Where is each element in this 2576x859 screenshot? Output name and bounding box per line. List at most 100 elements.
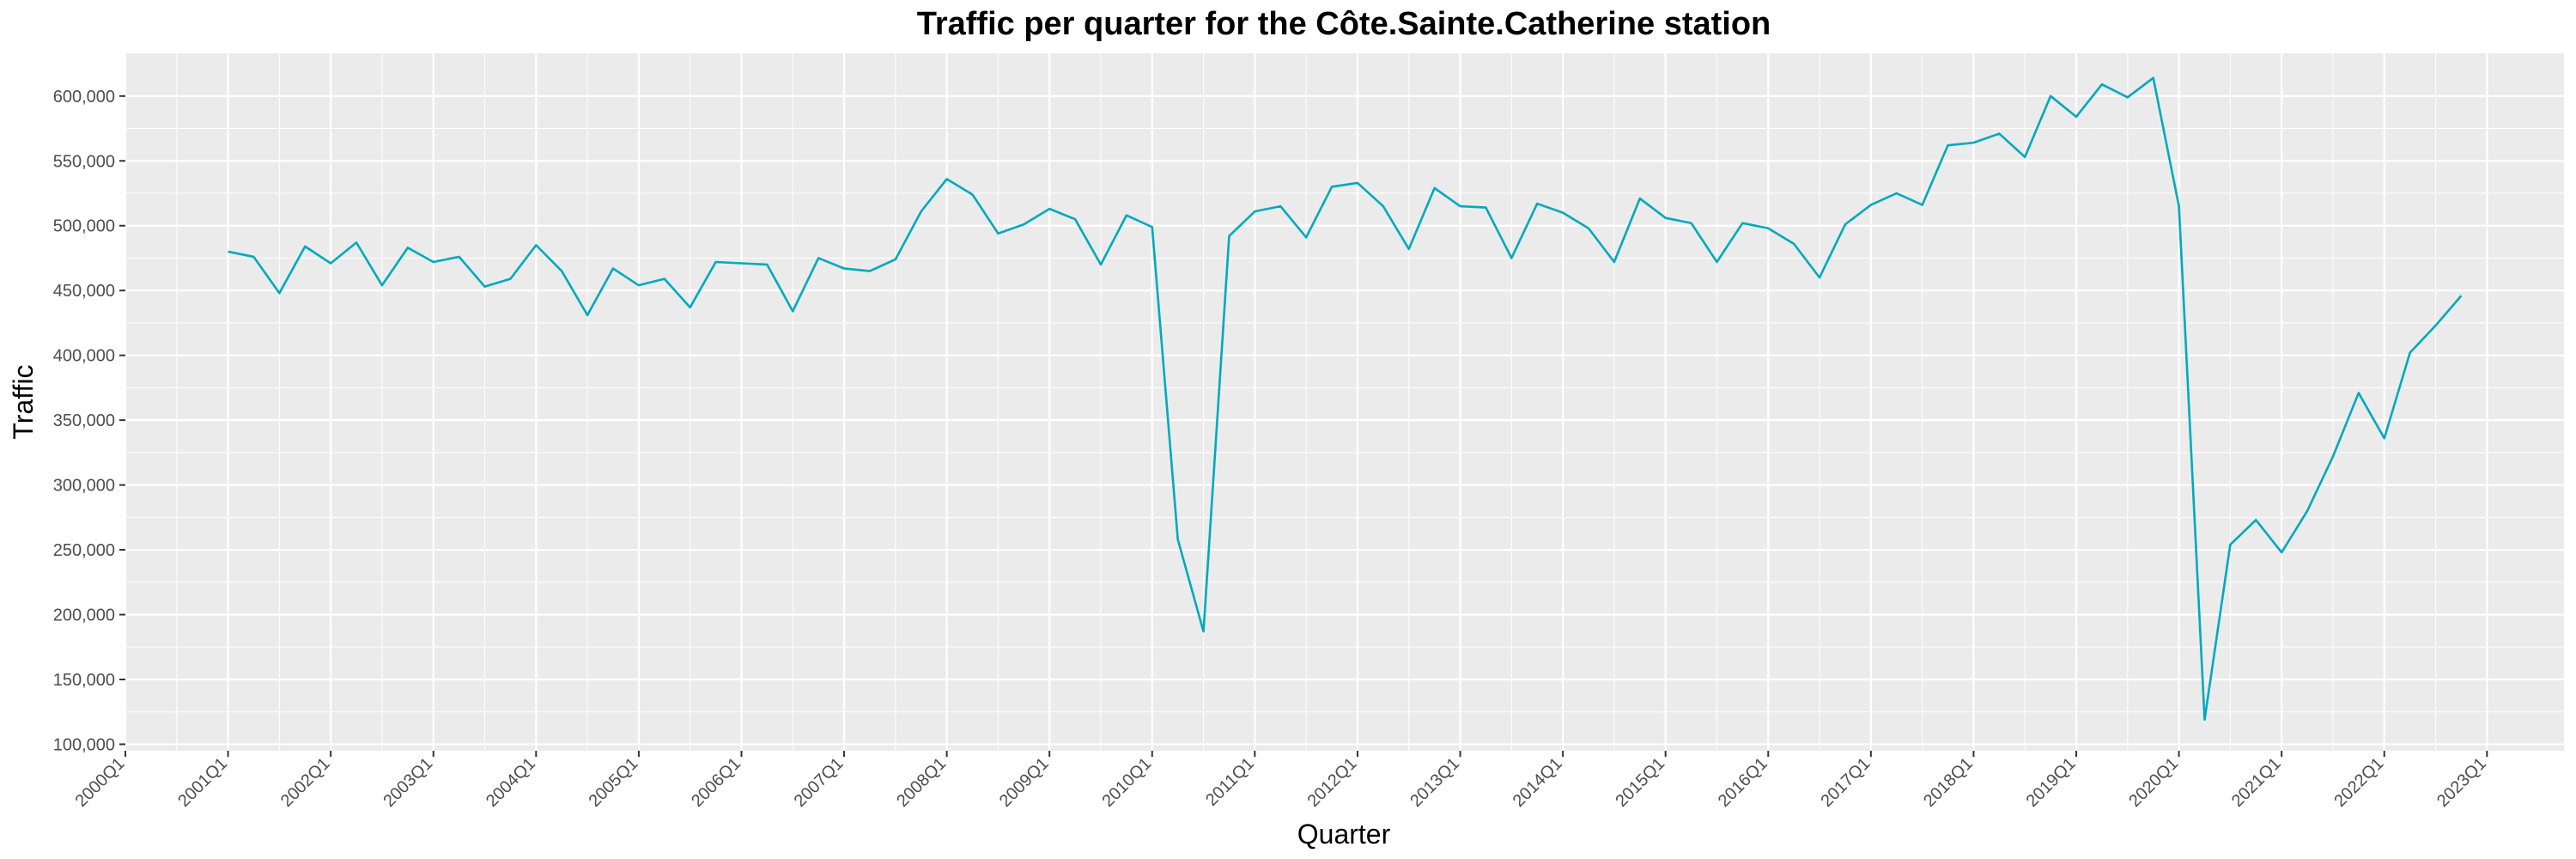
x-tick-label: 2010Q1 [1098, 754, 1155, 811]
data-point [638, 284, 641, 287]
data-point [432, 261, 434, 264]
x-tick-label: 2021Q1 [2228, 754, 2285, 811]
data-point [2332, 455, 2335, 458]
data-point [2126, 96, 2129, 99]
data-point [1151, 226, 1153, 228]
data-point [1741, 222, 1744, 224]
data-point [663, 277, 665, 280]
y-axis: 100,000 150,000 200,000 250,000 300,000 350,0… [53, 88, 125, 754]
data-point [1562, 211, 1564, 214]
data-point [1844, 223, 1847, 226]
data-point [1407, 248, 1410, 251]
data-point [561, 270, 563, 272]
major-gridlines [124, 53, 2564, 751]
y-axis-title: Traffic [8, 364, 39, 439]
data-point [1947, 144, 1949, 147]
x-tick-label: 2003Q1 [380, 754, 436, 811]
data-point [2255, 519, 2257, 521]
x-tick-label: 2014Q1 [1510, 754, 1566, 811]
data-point [1074, 218, 1077, 221]
data-point [509, 277, 512, 280]
data-point [740, 262, 743, 265]
data-point [1895, 192, 1898, 195]
data-point [381, 284, 384, 287]
data-point [1638, 198, 1641, 200]
data-point [1459, 205, 1461, 208]
data-point [1176, 539, 1179, 541]
x-tick-label: 2000Q1 [72, 754, 129, 811]
x-tick-label: 2022Q1 [2330, 754, 2387, 811]
y-tick-label: 150,000 [53, 671, 115, 690]
data-point [483, 285, 486, 288]
data-point [1485, 206, 1487, 209]
data-point [252, 256, 255, 259]
data-point [586, 314, 589, 317]
x-tick-label: 2009Q1 [996, 754, 1053, 811]
data-point [1382, 205, 1385, 208]
data-point [1100, 264, 1103, 266]
data-point [2434, 325, 2437, 327]
x-tick-label: 2015Q1 [1612, 754, 1668, 811]
data-point [1228, 235, 1230, 238]
data-point [792, 310, 794, 313]
data-point [714, 261, 717, 264]
y-tick-label: 200,000 [53, 606, 115, 625]
x-axis-title: Quarter [1297, 819, 1391, 850]
data-point [971, 193, 974, 196]
y-tick-label: 400,000 [53, 347, 115, 366]
data-point [2024, 155, 2026, 158]
data-point [612, 267, 615, 270]
y-tick-label: 300,000 [53, 477, 115, 496]
data-point [1793, 243, 1795, 246]
data-point [2358, 392, 2360, 394]
data-point [945, 178, 948, 180]
data-point [1870, 204, 1873, 206]
data-point [2178, 205, 2180, 208]
data-point [2075, 116, 2078, 119]
x-tick-label: 2005Q1 [586, 754, 642, 811]
data-point [1613, 261, 1616, 264]
x-tick-label: 2002Q1 [277, 754, 334, 811]
data-layer [228, 76, 2463, 722]
data-point [689, 307, 691, 309]
data-point [1202, 631, 1205, 633]
y-tick-label: 350,000 [53, 411, 115, 430]
data-point [920, 210, 922, 213]
data-point [535, 244, 538, 247]
y-tick-label: 100,000 [53, 735, 115, 754]
data-point [355, 241, 358, 244]
data-point [2203, 718, 2206, 721]
data-point [817, 257, 820, 259]
data-point [458, 256, 460, 259]
data-point [1357, 182, 1359, 185]
data-point [1126, 214, 1128, 216]
y-tick-label: 600,000 [53, 88, 115, 107]
data-point [1510, 257, 1513, 259]
data-point [1767, 227, 1770, 229]
data-point [869, 270, 872, 272]
x-tick-label: 2019Q1 [2023, 754, 2080, 811]
x-tick-label: 2023Q1 [2433, 754, 2490, 811]
data-point [304, 246, 307, 248]
x-tick-label: 2012Q1 [1304, 754, 1361, 811]
series-line [228, 76, 2463, 722]
data-point [2306, 509, 2309, 512]
x-tick-label: 2018Q1 [1920, 754, 1977, 811]
data-point [2281, 551, 2283, 554]
data-point [1279, 205, 1282, 208]
chart-title: Traffic per quarter for the Côte.Sainte.… [917, 6, 1771, 42]
data-point [1588, 227, 1590, 229]
data-point [2460, 295, 2463, 297]
data-point [1048, 208, 1051, 210]
data-point [2229, 544, 2232, 546]
data-point [1254, 210, 1256, 213]
x-tick-label: 2006Q1 [688, 754, 744, 811]
x-tick-label: 2020Q1 [2125, 754, 2182, 811]
data-point [330, 262, 332, 265]
data-point [1819, 277, 1821, 279]
data-point [2101, 83, 2104, 86]
x-tick-label: 2011Q1 [1202, 754, 1258, 810]
y-tick-label: 550,000 [53, 152, 115, 171]
